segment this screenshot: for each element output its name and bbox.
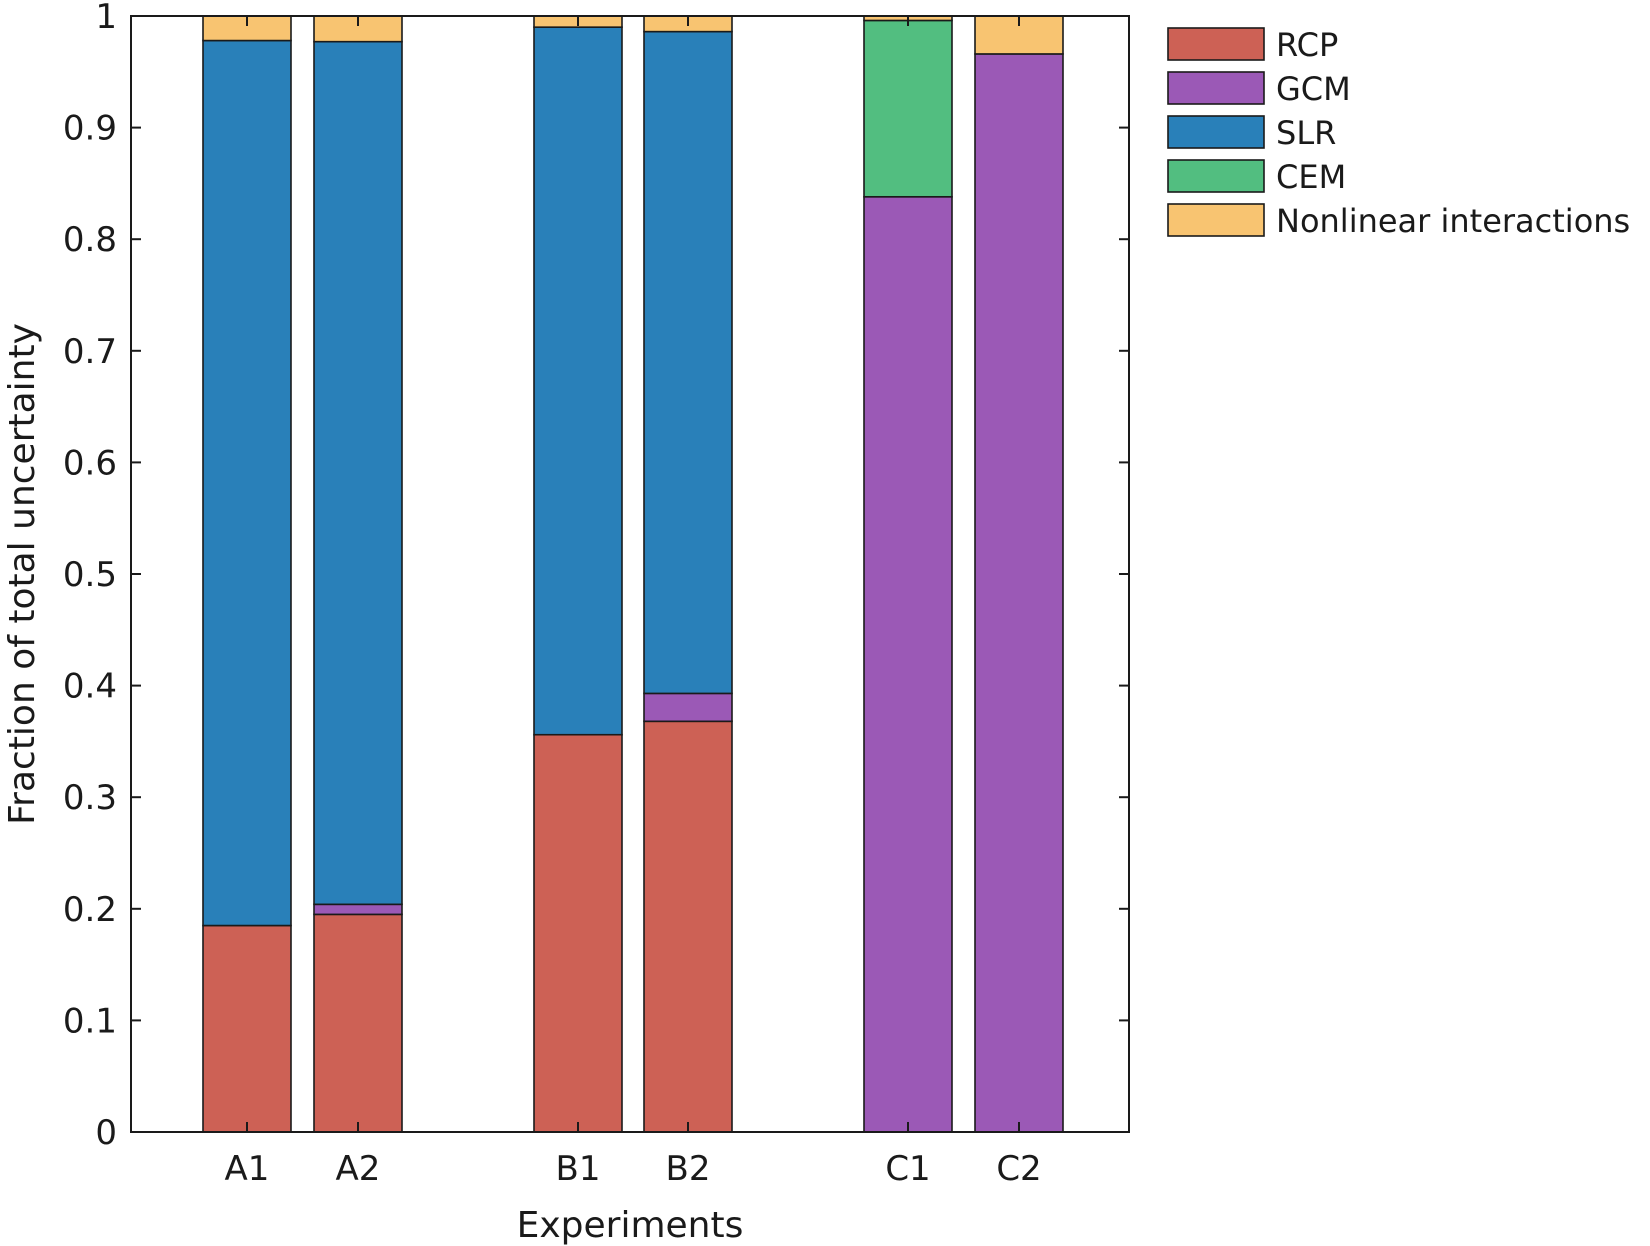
bar-a1-rcp: [202, 924, 292, 1133]
y-tick-label: 1: [95, 0, 117, 37]
legend-swatch-nonlinear-interactions: [1167, 203, 1265, 237]
x-tick-label-c1: C1: [885, 1149, 930, 1189]
y-tick-labels: 0 0.1 0.2 0.3 0.4 0.5 0.6 0.7 0.8 0.9 1: [63, 0, 117, 1153]
bar-b1-rcp: [533, 733, 623, 1133]
bar-a2-rcp: [313, 913, 403, 1133]
x-tick-label-a1: A1: [225, 1149, 270, 1189]
x-tick-label-a2: A2: [336, 1149, 381, 1189]
y-tick-label: 0.4: [63, 667, 117, 707]
bar-c1-cem: [863, 19, 953, 198]
x-tick-label-c2: C2: [996, 1149, 1041, 1189]
y-tick-label: 0.2: [63, 890, 117, 930]
bar-b2-slr: [643, 30, 733, 695]
legend-label-slr: SLR: [1276, 114, 1336, 152]
legend-label-nonlinear-interactions: Nonlinear interactions: [1276, 202, 1630, 240]
legend-swatch-rcp: [1167, 27, 1265, 61]
y-axis-title: Fraction of total uncertainty: [2, 323, 43, 825]
x-tick-label-b2: B2: [666, 1149, 711, 1189]
bar-a2-gcm: [313, 903, 403, 916]
legend-label-gcm: GCM: [1276, 70, 1351, 108]
legend-swatch-cem: [1167, 159, 1265, 193]
legend-swatch-gcm: [1167, 71, 1265, 105]
y-tick-label: 0.5: [63, 555, 117, 595]
x-tick-label-b1: B1: [556, 1149, 601, 1189]
axis-ticks: [131, 15, 1129, 1133]
y-tick-label: 0.3: [63, 778, 117, 818]
y-tick-label: 0.1: [63, 1001, 117, 1041]
legend: RCP GCM SLR CEM Nonlinear interactions: [1167, 26, 1630, 240]
bar-c2-gcm: [974, 53, 1064, 1133]
legend-label-rcp: RCP: [1276, 26, 1338, 64]
x-tick-labels: A1 A2 B1 B2 C1 C2: [225, 1149, 1042, 1189]
x-axis-title: Experiments: [517, 1205, 744, 1246]
bar-a1-slr: [202, 39, 292, 927]
y-tick-label: 0: [95, 1113, 117, 1153]
bar-c1-gcm: [863, 195, 953, 1133]
legend-label-cem: CEM: [1276, 158, 1346, 196]
bar-b1-slr: [533, 26, 623, 736]
bars-layer: [202, 15, 1064, 1133]
y-tick-label: 0.6: [63, 443, 117, 483]
bar-b2-rcp: [643, 720, 733, 1133]
legend-swatch-slr: [1167, 115, 1265, 149]
bar-b2-gcm: [643, 692, 733, 723]
y-tick-label: 0.9: [63, 109, 117, 149]
y-tick-label: 0.8: [63, 220, 117, 260]
y-tick-label: 0.7: [63, 332, 117, 372]
bar-a2-slr: [313, 40, 403, 906]
